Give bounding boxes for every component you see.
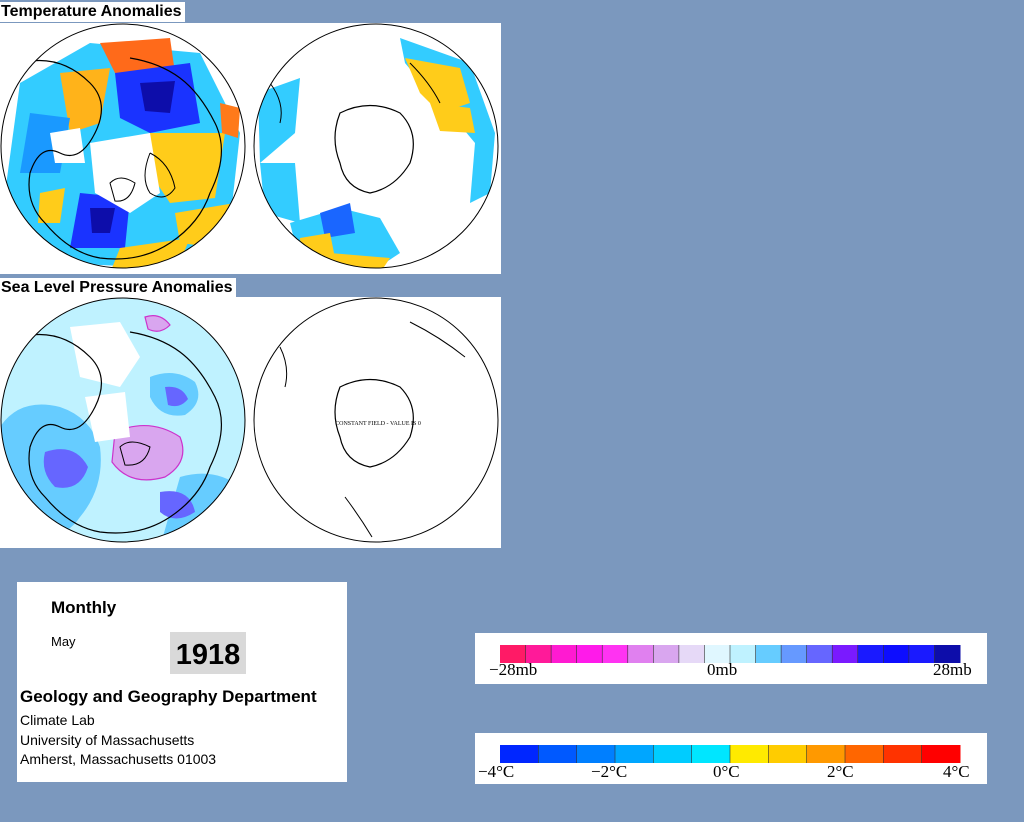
temperature-legend-label-1: −2°C xyxy=(591,762,628,781)
pressure-colorbar-swatch-2 xyxy=(551,645,578,663)
temperature-legend-label-3: 2°C xyxy=(827,762,854,781)
pressure-colorbar-swatch-9 xyxy=(730,645,757,663)
pressure-colorbar-swatch-7 xyxy=(678,645,705,663)
info-box: Monthly May 1918 Geology and Geography D… xyxy=(17,582,347,782)
temperature-colorbar-swatch-11 xyxy=(921,745,961,763)
address: Amherst, Massachusetts 01003 xyxy=(20,751,217,767)
pressure-map-panel: CONSTANT FIELD - VALUE IS 0 xyxy=(0,297,501,548)
pressure-colorbar-swatch-6 xyxy=(653,645,680,663)
pressure-colorbar-swatch-10 xyxy=(755,645,782,663)
temperature-legend-label-2: 0°C xyxy=(713,762,740,781)
temperature-legend: −4°C −2°C 0°C 2°C 4°C xyxy=(475,733,987,784)
temperature-colorbar-swatch-6 xyxy=(730,745,769,763)
pressure-maps: CONSTANT FIELD - VALUE IS 0 xyxy=(0,297,499,543)
pressure-legend-label-min: −28mb xyxy=(489,660,538,679)
temperature-colorbar-swatch-2 xyxy=(576,745,616,763)
temperature-colorbar-swatch-7 xyxy=(768,745,808,763)
temperature-colorbar-swatch-10 xyxy=(883,745,923,763)
temperature-maps xyxy=(0,23,499,269)
university-name: University of Massachusetts xyxy=(20,732,195,748)
pressure-southern-hemisphere: CONSTANT FIELD - VALUE IS 0 xyxy=(253,297,499,543)
temperature-colorbar-swatch-9 xyxy=(845,745,884,763)
pressure-colorbar-swatch-0 xyxy=(500,645,527,663)
pressure-colorbar-swatch-4 xyxy=(602,645,629,663)
pressure-colorbar-swatch-11 xyxy=(781,645,808,663)
temperature-colorbar-swatch-1 xyxy=(538,745,578,763)
temperature-northern-hemisphere xyxy=(1,24,245,268)
department-name: Geology and Geography Department xyxy=(20,687,317,706)
pressure-colorbar-swatch-13 xyxy=(832,645,859,663)
pressure-colorbar-swatch-15 xyxy=(883,645,910,663)
temperature-legend-label-4: 4°C xyxy=(943,762,970,781)
pressure-colorbar-swatch-17 xyxy=(934,645,961,663)
temperature-southern-hemisphere xyxy=(254,24,498,268)
constant-field-note: CONSTANT FIELD - VALUE IS 0 xyxy=(335,421,421,427)
temperature-map-panel xyxy=(0,23,501,274)
month-label: May xyxy=(51,634,76,649)
pressure-colorbar-swatch-14 xyxy=(857,645,884,663)
frequency-label: Monthly xyxy=(51,598,117,617)
temperature-colorbar-swatch-0 xyxy=(500,745,539,763)
lab-name: Climate Lab xyxy=(20,712,95,728)
temperature-colorbar-swatch-8 xyxy=(806,745,846,763)
pressure-legend-label-max: 28mb xyxy=(933,660,972,679)
pressure-colorbar-swatch-1 xyxy=(525,645,552,663)
pressure-colorbar-swatch-8 xyxy=(704,645,731,663)
temperature-colorbar-swatch-5 xyxy=(691,745,731,763)
temperature-colorbar-swatch-3 xyxy=(615,745,654,763)
temperature-colorbar xyxy=(500,745,961,763)
pressure-northern-hemisphere xyxy=(1,298,245,542)
pressure-colorbar-swatch-3 xyxy=(576,645,603,663)
temperature-title: Temperature Anomalies xyxy=(0,2,185,22)
year-label: 1918 xyxy=(170,632,246,674)
pressure-colorbar-swatch-16 xyxy=(908,645,935,663)
pressure-legend: −28mb 0mb 28mb xyxy=(475,633,987,684)
pressure-colorbar-swatch-12 xyxy=(806,645,833,663)
pressure-colorbar-swatch-5 xyxy=(627,645,654,663)
temperature-legend-label-0: −4°C xyxy=(478,762,515,781)
temperature-colorbar-swatch-4 xyxy=(653,745,693,763)
pressure-title: Sea Level Pressure Anomalies xyxy=(0,278,236,298)
pressure-legend-label-zero: 0mb xyxy=(707,660,738,679)
pressure-colorbar xyxy=(500,645,961,663)
